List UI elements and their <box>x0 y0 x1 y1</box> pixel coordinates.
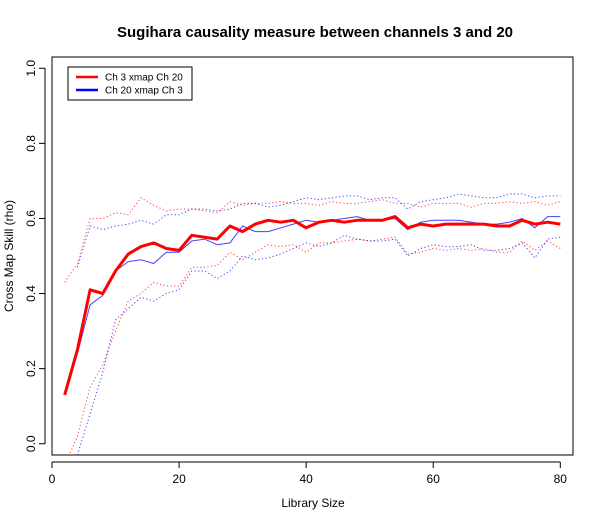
x-tick-label: 40 <box>299 472 313 486</box>
x-tick-label: 20 <box>172 472 186 486</box>
x-tick-label: 80 <box>554 472 568 486</box>
series-layer <box>63 193 561 455</box>
series-line <box>63 215 561 396</box>
chart-title: Sugihara causality measure between chann… <box>117 24 513 41</box>
x-axis: 0 20 40 60 80 <box>49 461 568 486</box>
legend-box <box>67 66 193 101</box>
y-axis: 0.0 0.2 0.4 0.6 0.8 1.0 <box>24 60 46 452</box>
series-line <box>64 197 561 283</box>
series-line <box>76 193 561 268</box>
y-tick-label: 1.0 <box>24 60 38 77</box>
y-tick-label: 0.0 <box>24 435 38 452</box>
y-tick-label: 0.4 <box>24 285 38 302</box>
x-tick-label: 0 <box>49 472 56 486</box>
plot-frame <box>51 56 574 456</box>
legend-label: Ch 20 xmap Ch 3 <box>105 86 183 97</box>
x-tick-label: 60 <box>427 472 441 486</box>
series-line <box>76 234 561 455</box>
y-tick-label: 0.6 <box>24 210 38 227</box>
legend: Ch 3 xmap Ch 20 Ch 20 xmap Ch 3 <box>67 66 193 101</box>
y-axis-label: Cross Map Skill (rho) <box>2 200 16 312</box>
y-tick-label: 0.8 <box>24 135 38 152</box>
series-line <box>68 236 561 455</box>
x-axis-label: Library Size <box>281 496 345 510</box>
series-line <box>76 216 561 354</box>
legend-label: Ch 3 xmap Ch 20 <box>105 73 183 84</box>
y-tick-label: 0.2 <box>24 360 38 377</box>
